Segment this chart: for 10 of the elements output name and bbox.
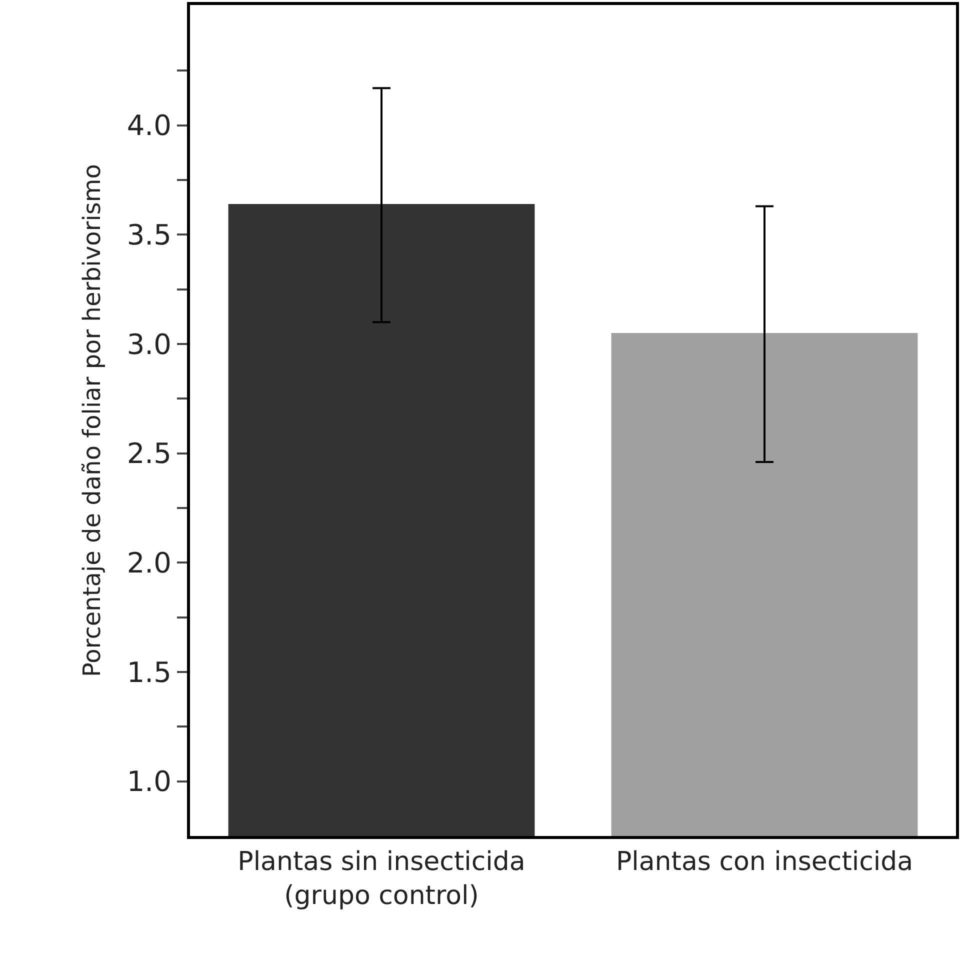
y-tick-label: 3.0 [126, 328, 172, 361]
x-tick-label: Plantas sin insecticida (grupo control) [238, 847, 526, 911]
y-tick-label: 2.5 [126, 437, 172, 470]
y-tick-label: 1.5 [126, 656, 172, 689]
y-tick-label: 4.0 [126, 109, 172, 142]
y-axis-title: Porcentaje de daño foliar por herbivorismo [78, 164, 106, 677]
y-tick-label: 3.5 [126, 218, 172, 252]
y-tick-label: 1.0 [126, 765, 172, 798]
x-tick-label: Plantas con insecticida [616, 847, 914, 878]
y-tick-label: 2.0 [126, 546, 172, 580]
